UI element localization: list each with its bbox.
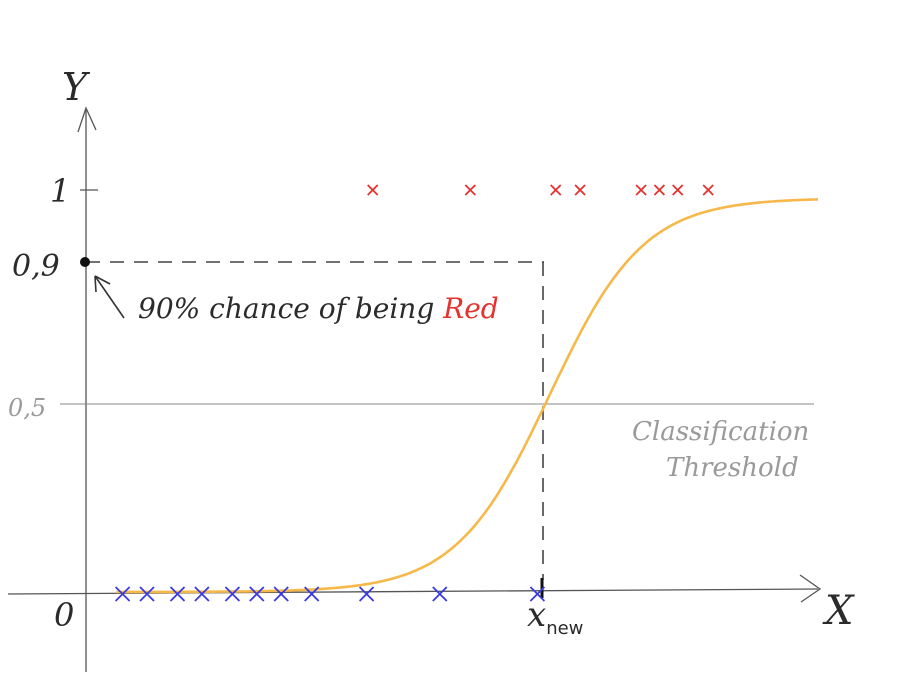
threshold-label-line2: Threshold xyxy=(666,453,799,483)
y-tick-label-0-9: 0,9 xyxy=(12,249,60,284)
xnew-label-main: x xyxy=(527,595,546,635)
annotation-prefix: 90% chance of being xyxy=(138,292,443,325)
blue-point-6 xyxy=(273,586,289,602)
sigmoid-curve xyxy=(116,198,819,594)
blue-class-points xyxy=(114,586,546,602)
y-tick-label-1: 1 xyxy=(50,172,70,210)
annotation-text: 90% chance of being Red xyxy=(138,292,499,325)
xnew-label: xnew xyxy=(527,595,583,639)
y-axis-arrowhead xyxy=(77,106,97,133)
blue-point-1 xyxy=(139,586,155,602)
red-point-6 xyxy=(672,184,684,196)
y-tick-label-0-5: 0,5 xyxy=(8,394,46,422)
y-tick-label-0: 0 xyxy=(54,596,74,634)
blue-point-4 xyxy=(224,586,241,602)
red-class-points xyxy=(367,184,714,196)
blue-point-10 xyxy=(529,586,546,602)
blue-point-5 xyxy=(249,586,265,602)
red-point-7 xyxy=(702,184,714,196)
red-point-2 xyxy=(550,184,562,196)
red-point-3 xyxy=(574,184,586,196)
red-point-4 xyxy=(635,184,647,196)
annotation-arrow xyxy=(94,275,125,319)
threshold-label-line1: Classification xyxy=(632,417,809,447)
blue-point-3 xyxy=(194,586,210,602)
red-point-1 xyxy=(464,184,476,196)
red-point-0 xyxy=(367,184,379,196)
blue-point-9 xyxy=(432,586,448,602)
blue-point-0 xyxy=(114,586,131,602)
blue-point-8 xyxy=(358,586,375,602)
x-axis-arrowhead xyxy=(799,574,822,603)
x-axis-label: X xyxy=(822,588,855,634)
annotation-highlight: Red xyxy=(442,292,499,325)
blue-point-2 xyxy=(169,586,186,602)
red-point-5 xyxy=(653,184,666,196)
prob-point xyxy=(80,257,90,267)
xnew-label-sub: new xyxy=(546,618,583,639)
blue-point-7 xyxy=(304,586,320,602)
y-axis-label: Y xyxy=(62,65,91,109)
